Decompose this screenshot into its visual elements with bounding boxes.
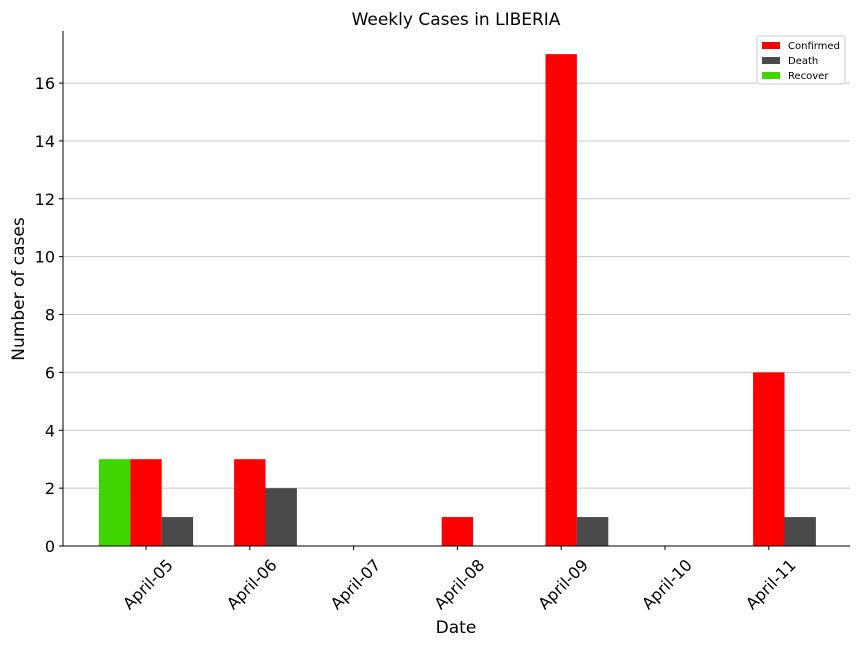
bar-death	[576, 517, 609, 546]
y-tick-label: 2	[45, 479, 55, 498]
bar-death	[265, 488, 297, 546]
legend-label: Death	[788, 56, 818, 67]
legend-label: Confirmed	[788, 41, 840, 52]
y-ticks: 0 2 4 6 8 10 12 14 16	[35, 74, 63, 556]
legend-swatch	[762, 42, 780, 49]
bar-death	[784, 517, 816, 546]
y-tick-label: 4	[45, 421, 55, 440]
axes	[62, 31, 850, 547]
legend: Confirmed Death Recover	[756, 35, 846, 85]
x-tick-label: April-07	[327, 555, 385, 613]
y-tick-label: 0	[45, 537, 55, 556]
y-axis-label: Number of cases	[9, 217, 29, 361]
legend-swatch	[762, 72, 780, 79]
x-axis-label: Date	[436, 618, 477, 638]
legend-label: Recover	[788, 71, 829, 82]
x-tick-label: April-05	[119, 555, 177, 613]
y-tick-label: 12	[35, 190, 55, 209]
bar-recover	[98, 459, 131, 546]
bar-confirmed	[130, 459, 162, 546]
y-tick-label: 10	[35, 248, 55, 267]
x-tick-label: April-09	[534, 555, 592, 613]
bar-confirmed	[441, 517, 474, 546]
y-tick-label: 14	[35, 132, 55, 151]
grid-lines	[63, 82, 850, 489]
x-tick-label: April-10	[638, 555, 696, 613]
x-tick-label: April-08	[430, 555, 488, 613]
x-tick-label: April-11	[742, 555, 800, 613]
y-tick-label: 8	[45, 306, 55, 325]
x-tick-label: April-06	[223, 555, 281, 613]
y-tick-label: 6	[45, 363, 55, 382]
bar-death	[161, 517, 194, 546]
bar-confirmed	[545, 54, 577, 547]
y-tick-label: 16	[35, 74, 55, 93]
bar-confirmed	[234, 459, 266, 546]
legend-swatch	[762, 57, 780, 64]
chart-title: Weekly Cases in LIBERIA	[352, 10, 561, 30]
bars	[98, 54, 816, 547]
bar-confirmed	[753, 372, 785, 546]
x-ticks: April-05 April-06 April-07 April-08 April-09…	[119, 546, 800, 613]
